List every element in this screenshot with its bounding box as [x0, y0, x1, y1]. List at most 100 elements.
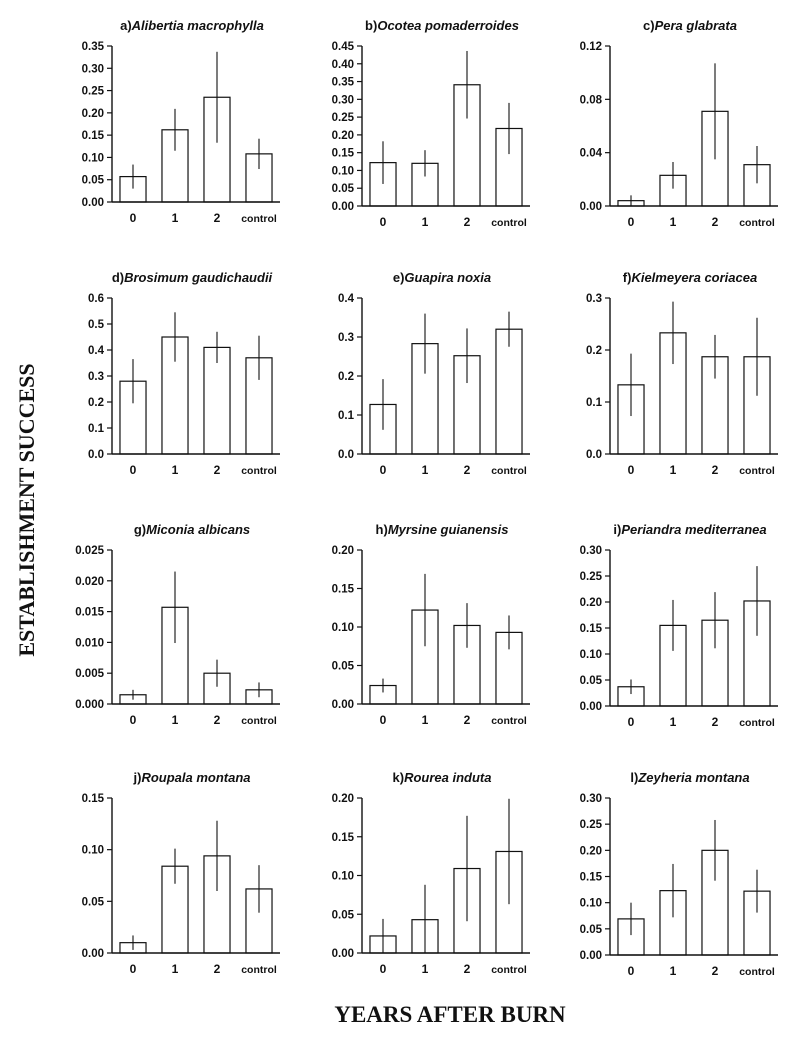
y-tick-label: 0.10: [580, 649, 602, 661]
panel-title-prefix: j): [132, 770, 141, 785]
y-tick-label: 0.20: [580, 597, 602, 609]
x-tick-label: 1: [422, 463, 429, 477]
panel-title-prefix: k): [393, 770, 405, 785]
y-tick-label: 0.05: [580, 924, 603, 936]
y-tick-label: 0.30: [580, 793, 602, 805]
global-y-axis-label: ESTABLISHMENT SUCCESS: [14, 363, 39, 656]
x-tick-label: 1: [670, 715, 677, 729]
y-tick-label: 0.3: [88, 371, 104, 383]
y-tick-label: 0.2: [586, 345, 602, 357]
panel-title-species: Zeyheria montana: [637, 770, 749, 785]
panel-7: g)Miconia albicans 0 1 2 control 0.000 0.005 0.…: [75, 522, 280, 727]
y-tick-label: 0.00: [82, 948, 104, 960]
y-tick-label: 0.30: [332, 94, 354, 106]
x-tick-label: 2: [464, 962, 471, 976]
x-tick-label: 1: [422, 215, 429, 229]
x-tick-label: 1: [172, 211, 179, 225]
y-tick-label: 0.00: [580, 950, 602, 962]
panel-title-species: Roupala montana: [141, 770, 250, 785]
panel-title-species: Brosimum gaudichaudii: [124, 270, 272, 285]
panel-2: b)Ocotea pomaderroides 0 1 2 control 0.00 0.05…: [332, 18, 530, 229]
panel-title-species: Miconia albicans: [146, 522, 250, 537]
x-tick-label: 2: [464, 713, 471, 727]
y-tick-label: 0.30: [82, 63, 104, 75]
y-tick-label: 0.4: [338, 293, 355, 305]
x-tick-label: control: [491, 217, 527, 229]
y-tick-label: 0.15: [332, 832, 355, 844]
y-tick-label: 0.1: [586, 397, 603, 409]
x-tick-label: 0: [380, 215, 387, 229]
x-tick-label: control: [739, 217, 775, 229]
x-tick-label: 0: [628, 715, 635, 729]
x-tick-label: control: [739, 465, 775, 477]
panel-title-prefix: h): [376, 522, 388, 537]
y-tick-label: 0.20: [580, 845, 602, 857]
panel-title: e)Guapira noxia: [393, 270, 491, 285]
x-tick-label: 1: [422, 962, 429, 976]
y-tick-label: 0.25: [332, 112, 355, 124]
y-tick-label: 0.0: [338, 449, 354, 461]
panel-title: b)Ocotea pomaderroides: [365, 18, 519, 33]
panel-title: g)Miconia albicans: [134, 522, 250, 537]
x-tick-label: 1: [670, 964, 677, 978]
global-x-axis-label: YEARS AFTER BURN: [334, 1002, 566, 1027]
x-tick-label: 2: [712, 463, 719, 477]
panel-title-prefix: b): [365, 18, 377, 33]
panel-11: k)Rourea induta 0 1 2 control 0.00 0.05 0.10 0.1…: [332, 770, 530, 976]
panel-title-prefix: i): [613, 522, 621, 537]
panel-6: f)Kielmeyera coriacea 0 1 2 control 0.0 0.1 0.2…: [586, 270, 778, 477]
y-tick-label: 0.45: [332, 41, 355, 53]
y-tick-label: 0.05: [332, 183, 355, 195]
y-tick-label: 0.00: [332, 201, 354, 213]
y-tick-label: 0.25: [82, 86, 105, 98]
x-tick-label: 2: [464, 463, 471, 477]
panel-title-prefix: a): [120, 18, 132, 33]
x-tick-label: 1: [670, 215, 677, 229]
y-tick-label: 0.04: [580, 148, 603, 160]
x-tick-label: 0: [380, 962, 387, 976]
y-tick-label: 0.00: [580, 201, 602, 213]
x-tick-label: 0: [130, 713, 137, 727]
y-tick-label: 0.20: [82, 108, 104, 120]
x-tick-label: 0: [628, 215, 635, 229]
y-tick-label: 0.00: [82, 197, 104, 209]
panel-title-species: Rourea induta: [404, 770, 491, 785]
y-tick-label: 0.08: [580, 94, 603, 106]
y-tick-label: 0.00: [580, 701, 602, 713]
panel-title: h)Myrsine guianensis: [376, 522, 509, 537]
panel-title-prefix: g): [134, 522, 146, 537]
y-tick-label: 0.15: [82, 793, 105, 805]
y-tick-label: 0.0: [88, 449, 104, 461]
y-tick-label: 0.005: [75, 668, 104, 680]
bar-control: [743, 890, 771, 956]
y-tick-label: 0.05: [82, 896, 105, 908]
panel-3: c)Pera glabrata 0 1 2 control 0.00 0.04 0.08 0.1…: [580, 18, 778, 229]
x-tick-label: control: [739, 966, 775, 978]
panel-9: i)Periandra mediterranea 0 1 2 control 0.00 0.…: [580, 522, 778, 729]
y-tick-label: 0.3: [338, 332, 354, 344]
y-tick-label: 0.2: [88, 397, 104, 409]
y-tick-label: 0.05: [332, 909, 355, 921]
y-tick-label: 0.6: [88, 293, 104, 305]
bar-control: [495, 328, 523, 455]
x-tick-label: control: [739, 717, 775, 729]
y-tick-label: 0.3: [586, 293, 602, 305]
x-tick-label: 0: [130, 463, 137, 477]
x-tick-label: 1: [422, 713, 429, 727]
x-tick-label: 2: [214, 211, 221, 225]
x-tick-label: 1: [172, 713, 179, 727]
y-tick-label: 0.25: [580, 819, 603, 831]
x-tick-label: 0: [130, 962, 137, 976]
y-tick-label: 0.10: [580, 898, 602, 910]
bar-2: [203, 346, 231, 455]
y-tick-label: 0.010: [75, 637, 104, 649]
y-tick-label: 0.10: [82, 152, 104, 164]
panel-4: d)Brosimum gaudichaudii 0 1 2 control 0.0 0.1 0…: [88, 270, 280, 477]
y-tick-label: 0.15: [580, 623, 603, 635]
x-tick-label: 2: [214, 962, 221, 976]
panel-title: a)Alibertia macrophylla: [120, 18, 264, 33]
panel-title-species: Kielmeyera coriacea: [631, 270, 757, 285]
panel-title-prefix: e): [393, 270, 405, 285]
